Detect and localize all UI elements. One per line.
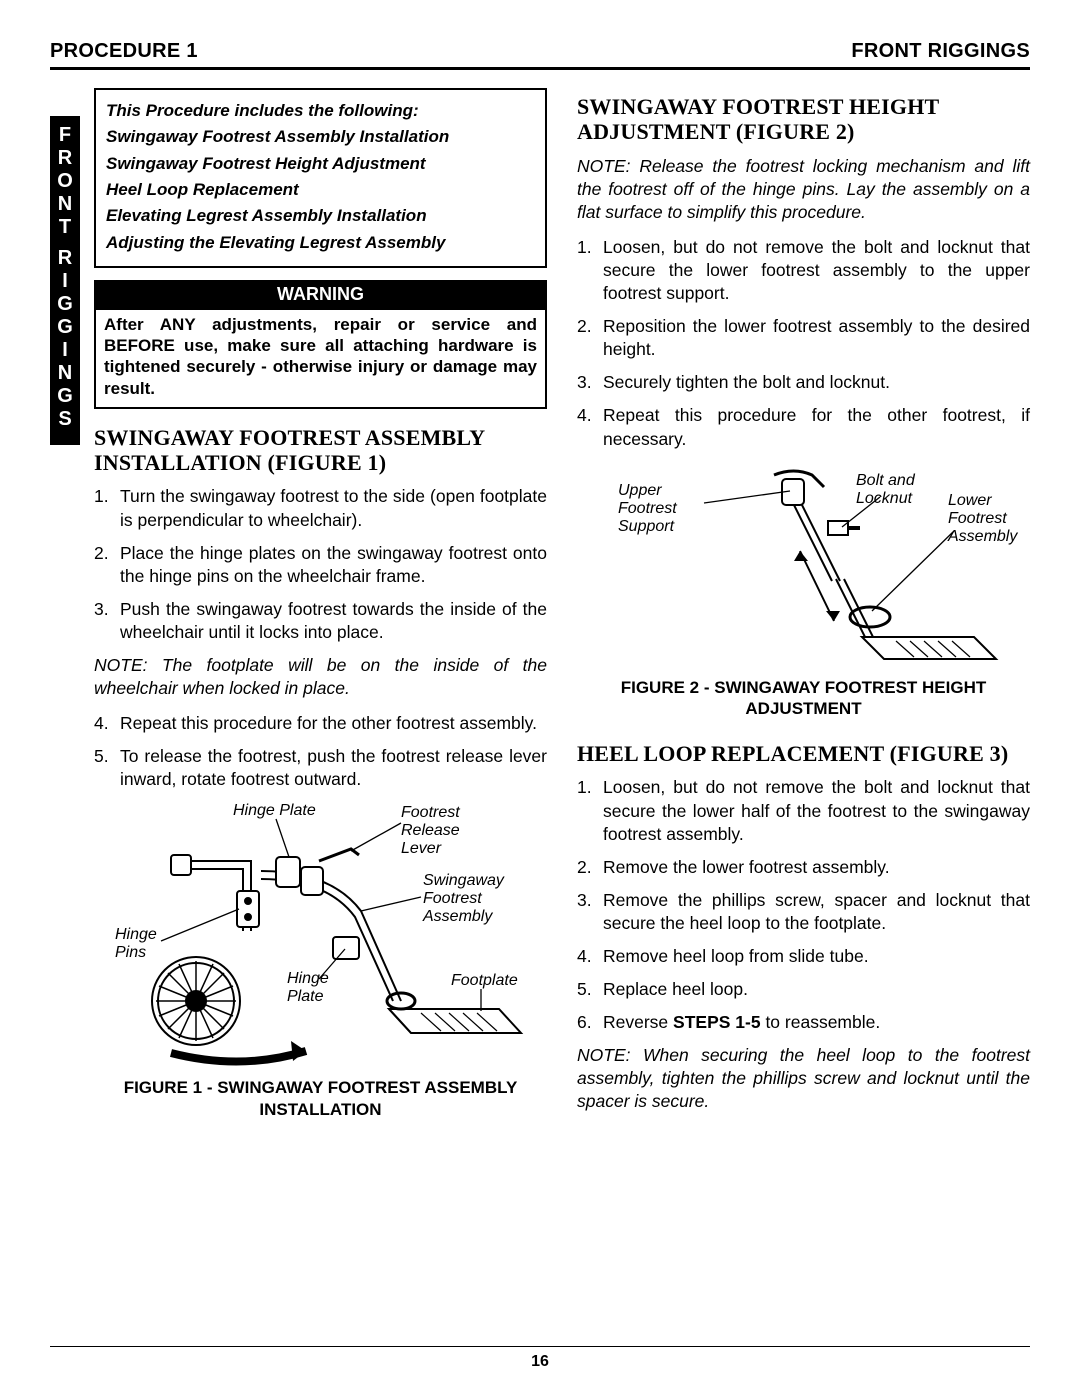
columns: This Procedure includes the following: S… xyxy=(94,88,1030,1126)
warning-header: WARNING xyxy=(94,280,547,310)
fig1-label: SwingawayFootrestAssembly xyxy=(422,872,505,925)
step: Repeat this procedure for the other foot… xyxy=(94,712,547,735)
fig1-label: HingePins xyxy=(115,926,157,961)
left-column: This Procedure includes the following: S… xyxy=(94,88,547,1126)
right-column: SWINGAWAY FOOTREST HEIGHT ADJUSTMENT (FI… xyxy=(577,88,1030,1126)
fig2-label: LowerFootrestAssembly xyxy=(947,492,1018,545)
proc-item: Elevating Legrest Assembly Installation xyxy=(106,203,535,229)
section1-title: SWINGAWAY FOOTREST ASSEMBLY INSTALLATION… xyxy=(94,425,547,476)
section1-steps-b: Repeat this procedure for the other foot… xyxy=(94,712,547,791)
page-number: 16 xyxy=(0,1353,1080,1371)
section2-note: NOTE: Release the footrest locking mecha… xyxy=(577,155,1030,224)
section2-title: SWINGAWAY FOOTREST HEIGHT ADJUSTMENT (FI… xyxy=(577,94,1030,145)
fig1-label: HingePlate xyxy=(287,970,329,1005)
step: Remove heel loop from slide tube. xyxy=(577,945,1030,968)
fig2-label: Bolt andLocknut xyxy=(856,472,916,507)
page-header: PROCEDURE 1 FRONT RIGGINGS xyxy=(50,40,1030,70)
step: Place the hinge plates on the swingaway … xyxy=(94,542,547,588)
procedure-includes-box: This Procedure includes the following: S… xyxy=(94,88,547,268)
fig1-label: FootrestReleaseLever xyxy=(401,804,460,857)
proc-intro: This Procedure includes the following: xyxy=(106,98,535,124)
step: Loosen, but do not remove the bolt and l… xyxy=(577,776,1030,845)
figure1-caption: FIGURE 1 - SWINGAWAY FOOTREST ASSEMBLY I… xyxy=(94,1077,547,1120)
step: Loosen, but do not remove the bolt and l… xyxy=(577,236,1030,305)
section1-steps-a: Turn the swingaway footrest to the side … xyxy=(94,485,547,644)
step: To release the footrest, push the footre… xyxy=(94,745,547,791)
proc-item: Heel Loop Replacement xyxy=(106,177,535,203)
section1-note: NOTE: The footplate will be on the insid… xyxy=(94,654,547,700)
step: Push the swingaway footrest towards the … xyxy=(94,598,547,644)
fig1-label: Hinge Plate xyxy=(233,802,316,819)
warning-body: After ANY adjustments, repair or service… xyxy=(94,310,547,409)
step: Turn the swingaway footrest to the side … xyxy=(94,485,547,531)
step: Remove the phillips screw, spacer and lo… xyxy=(577,889,1030,935)
body: FRONTRIGGINGS This Procedure includes th… xyxy=(50,88,1030,1126)
fig1-label: Footplate xyxy=(451,972,518,989)
header-right: FRONT RIGGINGS xyxy=(851,40,1030,63)
proc-item: Swingaway Footrest Height Adjustment xyxy=(106,151,535,177)
footer-rule xyxy=(50,1346,1030,1347)
section3-note: NOTE: When securing the heel loop to the… xyxy=(577,1044,1030,1113)
step: Remove the lower footrest assembly. xyxy=(577,856,1030,879)
step: Reposition the lower footrest assembly t… xyxy=(577,315,1030,361)
proc-item: Adjusting the Elevating Legrest Assembly xyxy=(106,230,535,256)
figure2-caption: FIGURE 2 - SWINGAWAY FOOTREST HEIGHT ADJ… xyxy=(577,677,1030,720)
step: Reverse STEPS 1-5 to reassemble. xyxy=(577,1011,1030,1034)
step: Securely tighten the bolt and locknut. xyxy=(577,371,1030,394)
section3-steps: Loosen, but do not remove the bolt and l… xyxy=(577,776,1030,1034)
header-left: PROCEDURE 1 xyxy=(50,40,198,63)
figure-2: UpperFootrestSupport Bolt andLocknut Low… xyxy=(577,461,1030,720)
fig2-label: UpperFootrestSupport xyxy=(618,482,677,535)
section3-title: HEEL LOOP REPLACEMENT (FIGURE 3) xyxy=(577,741,1030,766)
figure-1: Hinge Plate FootrestReleaseLever Swingaw… xyxy=(94,801,547,1120)
step: Repeat this procedure for the other foot… xyxy=(577,404,1030,450)
proc-item: Swingaway Footrest Assembly Installation xyxy=(106,124,535,150)
step: Replace heel loop. xyxy=(577,978,1030,1001)
section2-steps: Loosen, but do not remove the bolt and l… xyxy=(577,236,1030,451)
side-tab: FRONTRIGGINGS xyxy=(50,116,80,445)
